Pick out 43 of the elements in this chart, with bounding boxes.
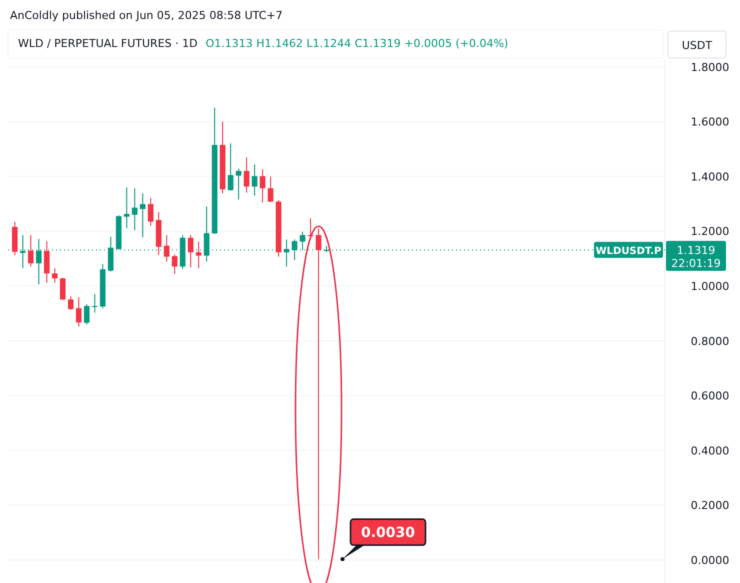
text: 22:01:19 (671, 256, 721, 270)
candlestick (52, 268, 58, 284)
candlestick (284, 238, 290, 268)
candlestick (268, 176, 274, 203)
y-tick-label: 1.8000 (690, 60, 730, 74)
candlestick (236, 168, 242, 200)
candlestick (188, 234, 194, 268)
candlestick (252, 164, 258, 196)
y-tick-label: 1.2000 (690, 225, 730, 238)
candlestick (244, 156, 250, 194)
candlestick (84, 304, 90, 325)
annotation: 0.0030 (361, 525, 416, 542)
text: 1.1319 (676, 244, 716, 257)
y-tick-label: 1.4000 (690, 170, 730, 184)
y-tick-label: 1.0000 (690, 280, 730, 294)
y-tick-label: 1.6000 (690, 116, 730, 129)
y-axis-title: USDT (682, 39, 712, 52)
y-tick-label: 0.4000 (690, 444, 730, 458)
candlestick (124, 186, 130, 229)
candlestick (60, 277, 66, 301)
candlestick (132, 188, 138, 231)
candlestick (76, 296, 82, 328)
candlestick (164, 234, 170, 262)
candlestick (92, 293, 98, 314)
chart-subtitle: O1.1313 H1.1462 L1.1244 C1.1319 +0.0005 (+0.04%) (206, 37, 508, 50)
candlestick (68, 296, 74, 311)
y-tick-label: 0.6000 (690, 390, 730, 403)
candlestick (316, 228, 322, 560)
candlestick (172, 254, 178, 274)
y-tick-label: 0.2000 (690, 499, 730, 512)
candlestick (28, 234, 34, 268)
candlestick (228, 142, 234, 192)
ref-line-label: WLDUSDT.P (596, 246, 662, 257)
candlestick (108, 236, 114, 272)
candlestick (44, 240, 50, 284)
candlestick (260, 168, 266, 203)
candlestick (148, 197, 154, 227)
chart-title: WLD / PERPETUAL FUTURES · 1D (18, 37, 198, 50)
y-tick-label: 0.8000 (690, 334, 730, 348)
candlestick (140, 192, 146, 238)
text: AnColdly published on Jun 05, 2025 08:58 UTC+7 (10, 9, 283, 22)
y-tick-label: 0.0000 (690, 554, 730, 567)
candlestick (204, 206, 210, 262)
